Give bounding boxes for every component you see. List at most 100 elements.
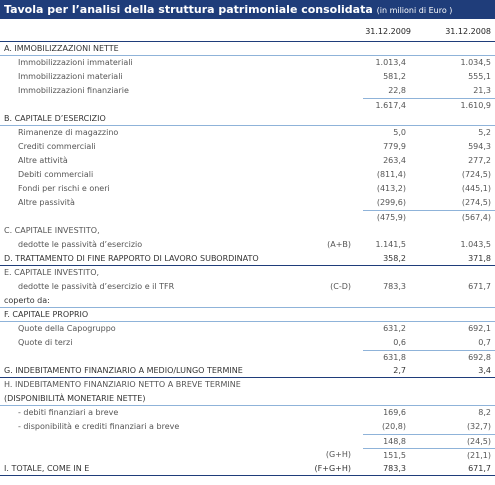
row-code — [307, 378, 355, 392]
table-row: 631,8 692,8 — [0, 350, 495, 364]
row-code — [307, 266, 355, 280]
row-code — [307, 308, 355, 322]
value-2009: 1.013,4 — [375, 58, 406, 67]
table-row: D. TRATTAMENTO DI FINE RAPPORTO DI LAVOR… — [0, 252, 495, 266]
row-code — [307, 406, 355, 420]
value-2009: (811,4) — [376, 170, 406, 179]
table-row: H. INDEBITAMENTO FINANZIARIO NETTO A BRE… — [0, 378, 495, 392]
value-2009 — [355, 378, 410, 392]
value-2009: 581,2 — [383, 72, 406, 81]
value-2008 — [410, 294, 495, 308]
value-2009: (413,2) — [376, 184, 406, 193]
row-code — [307, 70, 355, 84]
value-2008: (274,5) — [461, 198, 491, 207]
row-code — [307, 210, 355, 225]
table-row: G. INDEBITAMENTO FINANZIARIO A MEDIO/LUN… — [0, 364, 495, 378]
value-2009 — [355, 42, 410, 56]
value-2009: 631,2 — [383, 324, 406, 333]
table: A. IMMOBILIZZAZIONI NETTE Immobilizzazion… — [0, 42, 495, 476]
value-2008: 1.043,5 — [460, 240, 491, 249]
title-bar: Tavola per l’analisi della struttura pat… — [0, 0, 495, 19]
table-row: Quote di terzi 0,6 0,7 — [0, 336, 495, 350]
value-2008: (32,7) — [466, 422, 491, 431]
value-2009: 783,3 — [383, 282, 406, 291]
value-2008 — [410, 112, 495, 126]
row-code — [307, 420, 355, 434]
value-2008: 277,2 — [468, 156, 491, 165]
row-label: I. TOTALE, COME IN E — [4, 464, 90, 473]
row-label: - disponibilità e crediti finanziari a b… — [18, 422, 180, 431]
value-2008: (21,1) — [410, 448, 495, 463]
value-2008: 671,7 — [468, 464, 491, 473]
row-label: Debiti commerciali — [18, 170, 94, 179]
row-label: coperto da: — [4, 296, 50, 305]
title: Tavola per l’analisi della struttura pat… — [4, 3, 373, 16]
table-row: Debiti commerciali (811,4) (724,5) — [0, 168, 495, 182]
row-label: (DISPONIBILITÀ MONETARIE NETTE) — [4, 394, 146, 403]
table-row: (G+H) 151,5 (21,1) — [0, 448, 495, 462]
column-header: 31.12.2009 31.12.2008 — [0, 27, 495, 42]
row-label: Fondi per rischi e oneri — [18, 184, 110, 193]
value-2009: 0,6 — [393, 338, 406, 347]
value-2009: 2,7 — [393, 366, 406, 375]
row-label: D. TRATTAMENTO DI FINE RAPPORTO DI LAVOR… — [4, 254, 259, 263]
row-code — [307, 294, 355, 308]
table-row: Immobilizzazioni finanziarie 22,8 21,3 — [0, 84, 495, 98]
value-2009: 148,8 — [363, 434, 410, 449]
value-2008: 8,2 — [478, 408, 491, 417]
value-2008: 5,2 — [478, 128, 491, 137]
value-2009: 5,0 — [393, 128, 406, 137]
value-2008: 1.034,5 — [460, 58, 491, 67]
value-2009: (475,9) — [363, 210, 410, 225]
value-2008: 692,8 — [410, 350, 495, 365]
table-row: A. IMMOBILIZZAZIONI NETTE — [0, 42, 495, 56]
row-code — [307, 392, 355, 406]
table-row: Rimanenze di magazzino 5,0 5,2 — [0, 126, 495, 140]
table-row: 148,8 (24,5) — [0, 434, 495, 448]
value-2009: 358,2 — [383, 254, 406, 263]
row-label: B. CAPITALE D’ESERCIZIO — [4, 114, 106, 123]
row-label: Quote di terzi — [18, 338, 73, 347]
row-code — [307, 56, 355, 70]
value-2008: (724,5) — [461, 170, 491, 179]
row-code — [307, 98, 355, 113]
table-row: Immobilizzazioni immateriali 1.013,4 1.034… — [0, 56, 495, 70]
table-row: - debiti finanziari a breve 169,6 8,2 — [0, 406, 495, 420]
value-2009: 1.141,5 — [375, 240, 406, 249]
row-code — [307, 126, 355, 140]
table-row: coperto da: — [0, 294, 495, 308]
value-2009: 263,4 — [383, 156, 406, 165]
value-2009 — [355, 224, 410, 238]
row-code: (C-D) — [330, 282, 351, 291]
row-label — [0, 98, 307, 113]
table-row: I. TOTALE, COME IN E (F+G+H) 783,3 671,7 — [0, 462, 495, 476]
value-2009 — [355, 112, 410, 126]
value-2008 — [410, 308, 495, 322]
row-code: (F+G+H) — [314, 464, 351, 473]
row-label — [0, 434, 307, 449]
row-label: C. CAPITALE INVESTITO, — [4, 226, 100, 235]
value-2008: 555,1 — [468, 72, 491, 81]
row-label: dedotte le passività d’esercizio — [18, 240, 143, 249]
row-label: E. CAPITALE INVESTITO, — [4, 268, 100, 277]
row-code — [307, 196, 355, 210]
row-code — [307, 252, 355, 266]
row-code — [307, 434, 355, 449]
value-2008: (24,5) — [410, 434, 495, 449]
row-label — [0, 448, 307, 463]
value-2009 — [355, 266, 410, 280]
row-label: Immobilizzazioni materiali — [18, 72, 123, 81]
value-2008: 371,8 — [468, 254, 491, 263]
row-code — [307, 168, 355, 182]
row-label: Crediti commerciali — [18, 142, 96, 151]
row-label — [0, 210, 307, 225]
value-2008 — [410, 378, 495, 392]
row-label: F. CAPITALE PROPRIO — [4, 310, 89, 319]
table-row: Fondi per rischi e oneri (413,2) (445,1) — [0, 182, 495, 196]
table-row: B. CAPITALE D’ESERCIZIO — [0, 112, 495, 126]
row-label: A. IMMOBILIZZAZIONI NETTE — [4, 44, 119, 53]
row-code — [307, 336, 355, 350]
row-code: (G+H) — [325, 450, 351, 459]
value-2009: 151,5 — [363, 448, 410, 463]
